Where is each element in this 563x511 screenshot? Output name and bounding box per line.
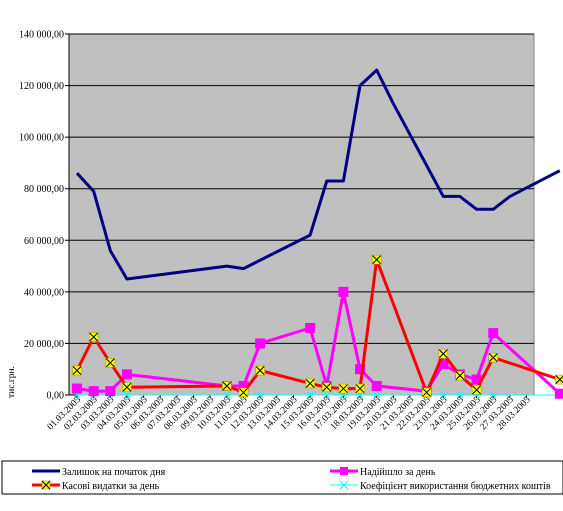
data-point-expenses-x (372, 255, 382, 264)
data-point-expenses-x (105, 358, 115, 368)
legend-marker-expenses-x (41, 480, 51, 490)
y-tick-label: 20 000,00 (24, 339, 64, 350)
data-point-income (355, 364, 366, 375)
data-point-expenses-x (422, 388, 432, 397)
data-point-coefficient (256, 391, 264, 399)
data-point-income (121, 369, 132, 380)
data-point-income (105, 386, 116, 397)
data-point-income (488, 328, 499, 339)
legend-item-balance: Залишок на початок дня (32, 467, 166, 478)
data-point-income (255, 338, 266, 349)
data-point-income (554, 388, 563, 399)
data-point-coefficient (439, 391, 447, 399)
data-point-income (238, 380, 249, 391)
data-point-expenses-x (122, 382, 132, 392)
legend-item-expenses: Касові видатки за день (32, 480, 160, 492)
data-point-expenses-x (72, 366, 82, 375)
y-tick-label: 140 000,00 (19, 30, 64, 41)
y-tick-label: 0,00 (47, 391, 65, 402)
legend-box (1, 460, 563, 495)
legend: Залишок на початок дня Надійшло за день … (1, 460, 563, 495)
series-line-0 (75, 68, 561, 281)
y-tick-label: 40 000,00 (24, 287, 64, 298)
y-tick-label: 80 000,00 (24, 184, 64, 195)
legend-marker-coefficient (339, 480, 349, 490)
data-point-expenses-x (89, 332, 99, 342)
data-point-income (72, 383, 82, 394)
data-point-expenses-x (222, 381, 232, 391)
data-point-expenses-x (488, 353, 498, 362)
data-point-expenses-x (322, 382, 332, 392)
y-axis-label: тис.грн. (7, 366, 17, 398)
legend-label-income: Надійшло за день (360, 467, 436, 478)
data-point-expenses-x (255, 366, 265, 375)
data-point-coefficient (323, 391, 331, 399)
data-point-coefficient (373, 391, 381, 399)
data-point-income (88, 386, 99, 397)
data-point-expenses-x (472, 385, 481, 395)
data-point-expenses-x (305, 379, 315, 388)
data-point-expenses-x (438, 349, 448, 359)
y-tick-label: 100 000,00 (19, 133, 64, 144)
data-point-income (471, 374, 482, 385)
data-point-income (371, 380, 382, 391)
legend-label-expenses: Касові видатки за день (62, 481, 160, 492)
data-point-coefficient (489, 391, 497, 399)
y-tick-label: 60 000,00 (24, 236, 64, 247)
legend-item-income: Надійшло за день (330, 467, 436, 478)
data-point-expenses-x (455, 371, 465, 381)
data-point-coefficient (456, 391, 464, 399)
data-point-expenses-x (239, 388, 248, 397)
data-point-expenses-x (355, 384, 365, 393)
legend-marker-income (340, 467, 348, 475)
data-point-income (338, 286, 349, 297)
data-point-coefficient (223, 391, 231, 399)
y-tick-label: 120 000,00 (19, 81, 64, 92)
plot-area (68, 33, 535, 396)
data-point-income (438, 359, 449, 370)
data-point-coefficient (306, 391, 314, 399)
legend-item-coefficient: Коефіцієнт використання бюджетних коштів (330, 480, 551, 492)
data-point-coefficient (123, 391, 131, 399)
data-point-income (305, 322, 316, 333)
data-point-expenses-x (339, 384, 348, 393)
legend-label-balance: Залишок на початок дня (62, 467, 166, 478)
legend-label-coefficient: Коефіцієнт використання бюджетних коштів (360, 481, 551, 492)
